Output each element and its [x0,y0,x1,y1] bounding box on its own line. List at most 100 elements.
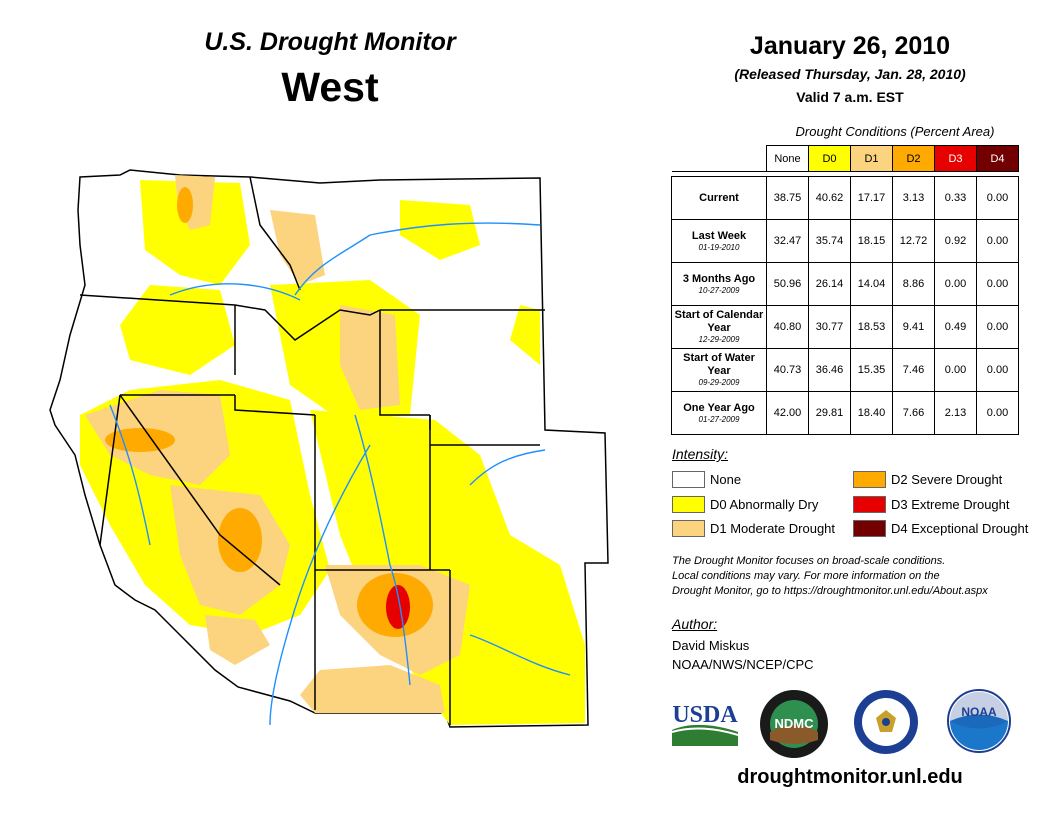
legend-label: D0 Abnormally Dry [710,497,819,512]
table-row: 3 Months Ago 10-27-2009 50.96 26.14 14.04… [671,262,1019,306]
cell-value: 0.49 [934,305,977,349]
author-name: David Miskus [672,638,750,653]
noaa-logo-text: NOAA [961,705,997,719]
note-text: The Drought Monitor focuses on broad-sca… [672,554,1042,599]
legend-title: Intensity: [672,446,729,462]
legend-swatch-d2 [853,471,886,488]
col-d3: D3 [934,145,977,172]
cell-value: 35.74 [808,219,851,263]
col-d0: D0 [808,145,851,172]
row-label-text: One Year Ago [683,401,755,414]
row-sublabel: 10-27-2009 [698,285,740,295]
map-title: U.S. Drought Monitor [204,28,456,56]
cell-value: 18.15 [850,219,893,263]
table-header-row: None D0 D1 D2 D3 D4 [672,145,1019,172]
row-sublabel: 09-29-2009 [698,378,740,387]
legend-swatch-d1 [672,520,705,537]
region-title: West [281,64,379,110]
cell-value: 0.00 [976,348,1019,392]
legend-swatch-none [672,471,705,488]
usda-logo: USDA [671,702,738,746]
cell-value: 36.46 [808,348,851,392]
drought-conditions-table: None D0 D1 D2 D3 D4 Current 38.75 40.62 … [671,145,1019,435]
table-row: Start of Calendar Year 12-29-2009 40.80 3… [671,305,1019,349]
table-row: Start of Water Year 09-29-2009 40.73 36.4… [671,348,1019,392]
row-label: One Year Ago 01-27-2009 [671,391,767,435]
author-label: Author: [672,616,718,632]
row-label: Start of Water Year 09-29-2009 [671,348,767,392]
cell-value: 38.75 [766,176,809,220]
col-d2: D2 [892,145,935,172]
col-none: None [766,145,809,172]
row-label-text: Start of Calendar Year [674,309,764,334]
cell-value: 0.00 [976,305,1019,349]
ndmc-logo-text: NDMC [775,716,815,731]
cell-value: 30.77 [808,305,851,349]
legend-label: D4 Exceptional Drought [891,521,1029,536]
table-row: Current 38.75 40.62 17.17 3.13 0.33 0.00 [671,176,1019,220]
cell-value: 0.00 [934,262,977,306]
row-label-text: Current [699,191,739,204]
col-d1: D1 [850,145,893,172]
cell-value: 3.13 [892,176,935,220]
cell-value: 0.00 [976,391,1019,435]
legend-label: None [710,472,742,487]
cell-value: 26.14 [808,262,851,306]
drought-map [49,169,609,728]
cell-value: 50.96 [766,262,809,306]
release-date: (Released Thursday, Jan. 28, 2010) [734,66,966,82]
row-label: 3 Months Ago 10-27-2009 [671,262,767,306]
map-date: January 26, 2010 [749,32,951,60]
table-row: One Year Ago 01-27-2009 42.00 29.81 18.40… [671,391,1019,435]
rivers [109,222,571,726]
row-sublabel: 01-27-2009 [698,414,740,424]
ndmc-logo: NDMC [760,690,828,758]
cell-value: 0.00 [976,219,1019,263]
cell-value: 15.35 [850,348,893,392]
table-row: Last Week 01-19-2010 32.47 35.74 18.15 12… [671,219,1019,263]
note-line: Drought Monitor, go to https://droughtmo… [672,585,988,597]
footer-url[interactable]: droughtmonitor.unl.edu [737,766,963,788]
cell-value: 32.47 [766,219,809,263]
cell-value: 14.04 [850,262,893,306]
row-label-text: Last Week [691,229,747,242]
col-d4: D4 [976,145,1019,172]
d3-areas [386,585,410,629]
row-sublabel: 12-29-2009 [698,335,740,344]
row-label-text: Start of Water Year [683,352,755,377]
cell-value: 18.40 [850,391,893,435]
doc-seal [854,690,918,754]
legend-swatch-d3 [853,496,886,513]
usda-logo-text: USDA [672,702,738,728]
cell-value: 18.53 [850,305,893,349]
note-line: The Drought Monitor focuses on broad-sca… [672,555,946,567]
cell-value: 17.17 [850,176,893,220]
legend-swatch-d4 [853,520,886,537]
cell-value: 42.00 [766,391,809,435]
cell-value: 12.72 [892,219,935,263]
row-label-text: 3 Months Ago [682,272,756,285]
valid-time: Valid 7 a.m. EST [796,89,904,105]
cell-value: 0.33 [934,176,977,220]
cell-value: 40.80 [766,305,809,349]
cell-value: 0.92 [934,219,977,263]
table-caption: Drought Conditions (Percent Area) [795,124,995,139]
cell-value: 9.41 [892,305,935,349]
cell-value: 0.00 [934,348,977,392]
row-label: Current [671,176,767,220]
cell-value: 40.62 [808,176,851,220]
legend-swatch-d0 [672,496,705,513]
cell-value: 29.81 [808,391,851,435]
row-label: Last Week 01-19-2010 [671,219,767,263]
legend-label: D2 Severe Drought [891,472,1003,487]
author-org: NOAA/NWS/NCEP/CPC [672,657,814,672]
table-header-blank [672,146,767,172]
legend-label: D3 Extreme Drought [891,497,1010,512]
row-label: Start of Calendar Year 12-29-2009 [671,305,767,349]
cell-value: 7.66 [892,391,935,435]
note-line: Local conditions may vary. For more info… [672,570,940,582]
noaa-logo: NOAA [947,689,1011,753]
cell-value: 0.00 [976,176,1019,220]
cell-value: 7.46 [892,348,935,392]
cell-value: 40.73 [766,348,809,392]
